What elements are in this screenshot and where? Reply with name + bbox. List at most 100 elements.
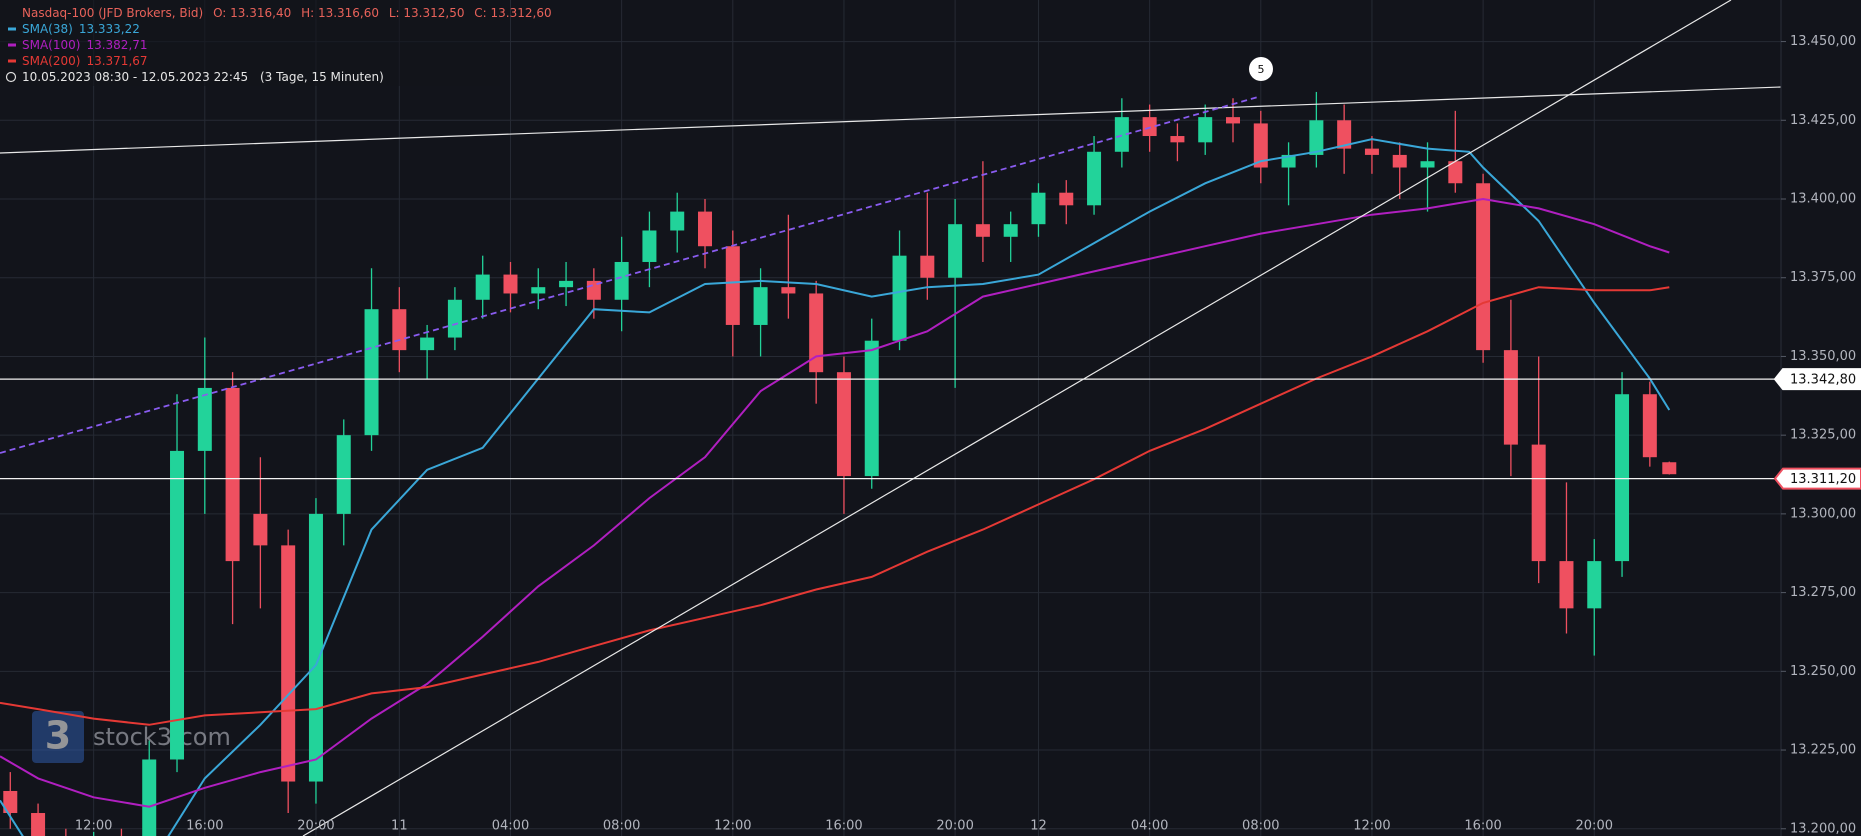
candle-body — [1114, 117, 1129, 152]
candle-body — [392, 309, 407, 351]
legend-swatch — [8, 59, 16, 63]
period-note: (3 Tage, 15 Minuten) — [260, 70, 384, 84]
legend-value: 13.382,71 — [86, 38, 147, 52]
y-tick-label: 13.400,00 — [1790, 192, 1856, 207]
candle-body — [1337, 120, 1352, 149]
candle-body — [1420, 161, 1435, 168]
candle-body — [447, 299, 462, 338]
price-label: 13.342,80 — [1790, 373, 1856, 388]
legend-value: 13.333,22 — [79, 22, 140, 36]
x-tick-label: 08:00 — [603, 819, 640, 834]
candle-body — [892, 255, 907, 341]
ohlc: H: 13.316,60 — [301, 6, 379, 20]
candle-body — [642, 230, 657, 262]
x-tick-label: 20:00 — [297, 819, 334, 834]
y-tick-label: 13.375,00 — [1790, 270, 1856, 285]
sma-line — [0, 286, 1670, 726]
candle-body — [809, 293, 824, 373]
candle-body — [3, 790, 18, 814]
watermark: 3 stock3.com — [32, 711, 231, 763]
candle-body — [753, 287, 768, 325]
candle-body — [1059, 192, 1074, 206]
title: Nasdaq-100 (JFD Brokers, Bid) — [22, 6, 203, 20]
legend-series: SMA(38) 13.333,22 SMA(100) 13.382,71 SMA(200… — [8, 22, 148, 68]
candle-body — [364, 309, 379, 436]
price-label-box — [1773, 368, 1861, 391]
x-tick-label: 04:00 — [492, 819, 529, 834]
trend-line — [302, 0, 1732, 836]
candle-body — [1662, 462, 1677, 475]
legend-label: SMA(100) 13.382,71 — [22, 38, 148, 52]
candle-body — [1559, 561, 1574, 609]
x-tick-label: 12:00 — [1353, 819, 1390, 834]
candle-body — [1615, 394, 1630, 562]
candle-body — [1476, 183, 1491, 351]
legend-name: SMA(38) — [22, 22, 73, 36]
candle-body — [1642, 394, 1657, 458]
x-tick-label: 20:00 — [1576, 819, 1613, 834]
candle-body — [864, 340, 879, 477]
candle-body — [1531, 444, 1546, 562]
legend-swatch — [8, 27, 16, 31]
candle-body — [336, 435, 351, 514]
candle-body — [920, 255, 935, 278]
candle-body — [1087, 151, 1102, 206]
x-tick-label: 16:00 — [186, 819, 223, 834]
candle-body — [1031, 192, 1046, 225]
y-tick-label: 13.275,00 — [1790, 585, 1856, 600]
x-tick-label: 16:00 — [1464, 819, 1501, 834]
candle-body — [836, 372, 851, 477]
candle-body — [1170, 136, 1185, 143]
candle-body — [1003, 224, 1018, 237]
trend-line — [0, 86, 1782, 154]
candle-body — [1364, 148, 1379, 155]
ohlc: L: 13.312,50 — [389, 6, 465, 20]
candle-body — [1198, 117, 1213, 143]
candle-body — [670, 211, 685, 231]
candle-body — [975, 224, 990, 237]
axis-background — [1781, 0, 1861, 836]
period: 10.05.2023 08:30 - 12.05.2023 22:45 (3 T… — [22, 70, 384, 84]
y-tick-label: 13.300,00 — [1790, 506, 1856, 521]
clock-icon — [5, 71, 17, 83]
candle-body — [614, 261, 629, 300]
price-label: 13.311,20 — [1790, 472, 1856, 487]
y-axis: 13.200,00 13.225,00 13.250,00 13.275,00 13.3… — [1780, 0, 1861, 836]
legend-label: SMA(200) 13.371,67 — [22, 54, 148, 68]
legend: Nasdaq-100 (JFD Brokers, Bid) O: 13.316,… — [0, 0, 552, 86]
candle-body — [698, 211, 713, 247]
x-tick-label: 12 — [1030, 819, 1047, 834]
candle-body — [253, 513, 268, 546]
y-tick-label: 13.225,00 — [1790, 743, 1856, 758]
candle-body — [781, 287, 796, 294]
candle-body — [281, 545, 296, 782]
x-tick-label: 16:00 — [825, 819, 862, 834]
candle-body — [420, 337, 435, 351]
period-range: 10.05.2023 08:30 - 12.05.2023 22:45 — [22, 70, 248, 84]
price-label-box — [1773, 467, 1861, 490]
legend-title: Nasdaq-100 (JFD Brokers, Bid) O: 13.316,… — [22, 6, 552, 20]
candle-body — [475, 274, 490, 300]
candle-body — [170, 450, 185, 760]
candle-body — [1253, 123, 1268, 168]
candle-body — [559, 280, 574, 288]
candle-body — [225, 387, 240, 562]
grid — [0, 0, 1781, 836]
y-tick-label: 13.450,00 — [1790, 34, 1856, 49]
x-tick-label: 12:00 — [714, 819, 751, 834]
candle-body — [948, 224, 963, 278]
candle-body — [1503, 350, 1518, 445]
y-tick-label: 13.350,00 — [1790, 349, 1856, 364]
candle-body — [142, 759, 157, 836]
x-tick-label: 04:00 — [1131, 819, 1168, 834]
watermark-logo-box — [32, 711, 84, 763]
watermark-logo: 3 — [45, 714, 71, 758]
x-tick-label: 11 — [391, 819, 408, 834]
candle-body — [1226, 117, 1240, 124]
ohlc: C: 13.312,60 — [474, 6, 551, 20]
candle-body — [1392, 154, 1407, 168]
watermark-text: stock3.com — [93, 723, 231, 751]
candle-body — [197, 387, 212, 451]
legend-swatch — [8, 43, 16, 47]
